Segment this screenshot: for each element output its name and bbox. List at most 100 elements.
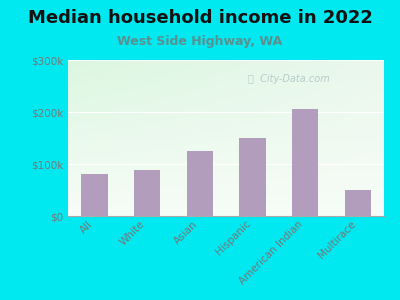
Bar <box>68 187 384 188</box>
Bar <box>68 196 384 197</box>
Bar <box>344 190 371 216</box>
Bar <box>68 79 384 80</box>
Bar <box>68 120 384 121</box>
Bar <box>68 176 384 177</box>
Bar <box>68 170 384 171</box>
Bar <box>68 169 384 170</box>
Bar <box>68 109 384 110</box>
Bar <box>239 138 266 216</box>
Bar <box>68 139 384 140</box>
Bar <box>68 165 384 166</box>
Bar <box>68 129 384 130</box>
Bar <box>68 203 384 204</box>
Bar <box>68 118 384 119</box>
Bar <box>68 111 384 112</box>
Bar <box>68 151 384 152</box>
Bar <box>68 92 384 93</box>
Bar <box>134 170 160 216</box>
Bar <box>68 156 384 157</box>
Bar <box>68 114 384 115</box>
Bar <box>68 67 384 68</box>
Bar <box>68 106 384 107</box>
Bar <box>68 131 384 132</box>
Bar <box>68 146 384 147</box>
Bar <box>68 90 384 91</box>
Bar <box>68 91 384 92</box>
Bar <box>68 101 384 102</box>
Bar <box>68 184 384 185</box>
Bar <box>68 68 384 69</box>
Bar <box>68 102 384 103</box>
Bar <box>68 213 384 214</box>
Bar <box>68 207 384 208</box>
Bar <box>68 194 384 195</box>
Bar <box>68 86 384 87</box>
Bar <box>68 152 384 153</box>
Bar <box>81 174 108 216</box>
Bar <box>68 136 384 137</box>
Bar <box>68 205 384 206</box>
Bar <box>68 124 384 125</box>
Bar <box>68 122 384 123</box>
Bar <box>68 60 384 61</box>
Bar <box>68 118 384 119</box>
Bar <box>68 206 384 207</box>
Bar <box>68 112 384 113</box>
Bar <box>68 99 384 100</box>
Bar <box>68 202 384 203</box>
Bar <box>68 201 384 202</box>
Bar <box>68 138 384 139</box>
Bar <box>68 137 384 138</box>
Bar <box>68 173 384 174</box>
Bar <box>68 163 384 164</box>
Bar <box>68 155 384 156</box>
Bar <box>68 121 384 122</box>
Bar <box>68 127 384 128</box>
Bar <box>68 178 384 179</box>
Bar <box>68 76 384 77</box>
Bar <box>68 105 384 106</box>
Bar <box>68 93 384 94</box>
Bar <box>68 204 384 205</box>
Text: West Side Highway, WA: West Side Highway, WA <box>117 34 283 47</box>
Bar <box>68 212 384 213</box>
Bar <box>68 214 384 215</box>
Bar <box>68 77 384 78</box>
Bar <box>68 179 384 180</box>
Bar <box>68 117 384 118</box>
Bar <box>68 210 384 211</box>
Bar <box>68 83 384 84</box>
Bar <box>68 208 384 209</box>
Bar <box>292 110 318 216</box>
Bar <box>68 141 384 142</box>
Bar <box>68 98 384 99</box>
Bar <box>68 89 384 90</box>
Bar <box>68 197 384 198</box>
Bar <box>68 116 384 117</box>
Bar <box>68 157 384 158</box>
Bar <box>68 192 384 193</box>
Bar <box>68 215 384 216</box>
Bar <box>68 198 384 199</box>
Bar <box>68 95 384 96</box>
Bar <box>68 130 384 131</box>
Bar <box>68 62 384 63</box>
Bar <box>186 151 213 216</box>
Bar <box>68 182 384 183</box>
Bar <box>68 70 384 71</box>
Bar <box>68 188 384 189</box>
Bar <box>68 166 384 167</box>
Bar <box>68 82 384 83</box>
Bar <box>68 97 384 98</box>
Bar <box>68 168 384 169</box>
Bar <box>68 158 384 159</box>
Bar <box>68 200 384 201</box>
Bar <box>68 174 384 175</box>
Bar <box>68 150 384 151</box>
Bar <box>68 160 384 161</box>
Bar <box>68 128 384 129</box>
Bar <box>68 135 384 136</box>
Bar <box>68 87 384 88</box>
Bar <box>68 193 384 194</box>
Bar <box>68 144 384 145</box>
